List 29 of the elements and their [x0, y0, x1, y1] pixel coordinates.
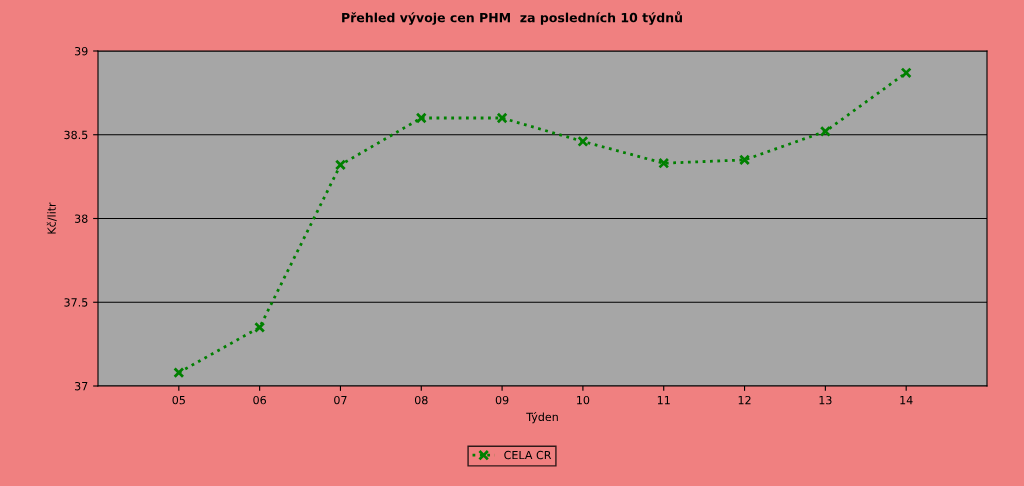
point	[415, 112, 427, 124]
x-tick-label: 09	[495, 395, 509, 405]
x-tick-label: 08	[414, 395, 428, 405]
x-tick-label: 14	[900, 396, 913, 405]
x-tick-label: 07	[334, 395, 347, 405]
x-tick-label: 05	[172, 395, 185, 405]
y-tick-label: 38.5	[64, 130, 88, 140]
point	[900, 67, 912, 79]
point	[334, 159, 347, 171]
point	[738, 154, 751, 166]
x-tick-label: 06	[253, 395, 267, 405]
point	[254, 321, 266, 333]
y-tick-label: 37.5	[64, 298, 88, 307]
y-tick-label: 37	[74, 381, 88, 391]
x-tick-label: 11	[657, 396, 670, 405]
x-axis-title: Týden	[526, 412, 558, 424]
x-tick-label: 12	[738, 395, 751, 405]
x-tick-label: 13	[819, 395, 832, 405]
y-tick-label: 39	[74, 46, 88, 56]
legend-label: CELA CR	[504, 450, 552, 460]
point	[577, 135, 589, 148]
point	[173, 367, 185, 379]
y-tick-label: 38	[74, 214, 88, 223]
point	[658, 157, 670, 169]
x-tick-label: 10	[577, 395, 590, 405]
point	[496, 112, 508, 124]
chart-title: Přehled vývoje cen PHM za posledních 10 týdnů	[342, 11, 682, 25]
y-axis-title: Kč/litr	[46, 202, 57, 234]
point	[819, 125, 831, 137]
